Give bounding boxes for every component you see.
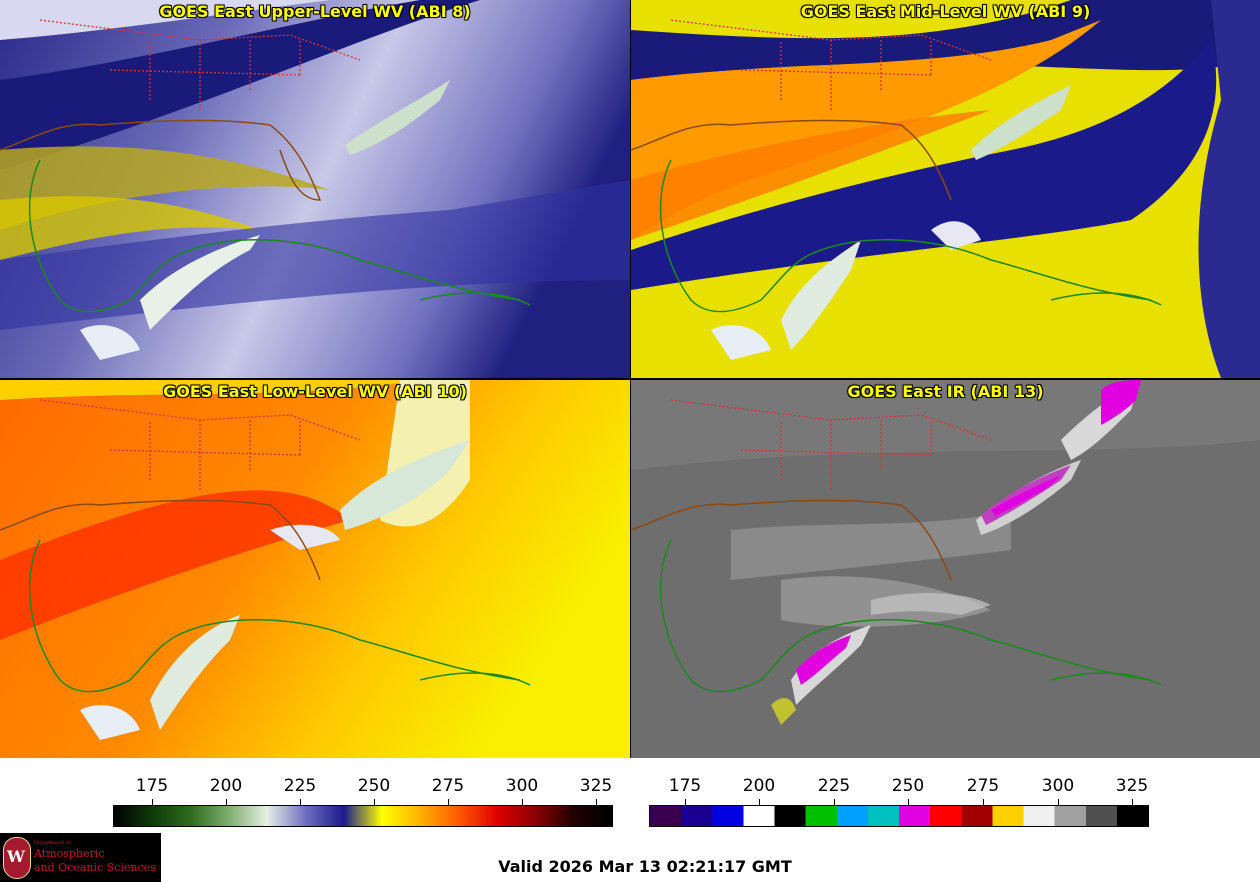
aos-logo: W Department of Atmospheric and Oceanic … (0, 833, 161, 882)
colorbar-tick-label: 300 (1041, 776, 1075, 796)
colorbar-tick (448, 799, 449, 805)
colorbar-tick-label: 275 (966, 776, 1000, 796)
panel-divider-horizontal (0, 378, 1260, 380)
panel-upper-level-wv: GOES East Upper-Level WV (ABI 8) (0, 0, 630, 378)
logo-line-2: Atmospheric (34, 847, 105, 860)
seal-letter: W (7, 847, 25, 866)
colorbar-tick-label: 325 (1115, 776, 1149, 796)
colorbar-tick (1058, 799, 1059, 805)
colorbar-tick-label: 250 (891, 776, 925, 796)
colorbar-tick (834, 799, 835, 805)
panel-mid-level-wv: GOES East Mid-Level WV (ABI 9) (631, 0, 1260, 378)
panel-low-level-wv: GOES East Low-Level WV (ABI 10) (0, 380, 630, 758)
colorbar-tick-label: 175 (668, 776, 702, 796)
colorbar-tick-label: 325 (579, 776, 613, 796)
colorbar-tick (908, 799, 909, 805)
uw-seal-icon (3, 837, 31, 879)
colorbar-tick (596, 799, 597, 805)
colorbar-tick (1132, 799, 1133, 805)
colorbar-gradient (649, 805, 1149, 827)
panel-ir: GOES East IR (ABI 13) (631, 380, 1260, 758)
colorbar-tick-label: 200 (209, 776, 243, 796)
colorbar-gradient (113, 805, 613, 827)
colorbar-tick-label: 200 (742, 776, 776, 796)
upper-level-wv-image (0, 0, 630, 378)
colorbar-tick-label: 250 (357, 776, 391, 796)
ir-image (631, 380, 1260, 758)
colorbar-tick (522, 799, 523, 805)
colorbar-tick-label: 175 (135, 776, 169, 796)
valid-time: Valid 2026 Mar 13 02:21:17 GMT (498, 857, 792, 876)
colorbar-tick (374, 799, 375, 805)
logo-line-3: and Oceanic Sciences (34, 861, 156, 874)
panel-title: GOES East Low-Level WV (ABI 10) (163, 382, 467, 401)
colorbar-tick (685, 799, 686, 805)
colorbar-tick-label: 225 (283, 776, 317, 796)
panel-title: GOES East Upper-Level WV (ABI 8) (159, 2, 471, 21)
panel-title: GOES East Mid-Level WV (ABI 9) (800, 2, 1091, 21)
colorbar-tick (152, 799, 153, 805)
colorbar-tick-label: 300 (505, 776, 539, 796)
panel-title: GOES East IR (ABI 13) (847, 382, 1044, 401)
colorbar-tick-label: 225 (817, 776, 851, 796)
colorbar-tick (983, 799, 984, 805)
logo-line-1: Department of (34, 840, 71, 846)
colorbar-tick-label: 275 (431, 776, 465, 796)
colorbar-tick (226, 799, 227, 805)
low-level-wv-image (0, 380, 630, 758)
mid-level-wv-image (631, 0, 1260, 378)
colorbar-tick (300, 799, 301, 805)
colorbar-tick (759, 799, 760, 805)
